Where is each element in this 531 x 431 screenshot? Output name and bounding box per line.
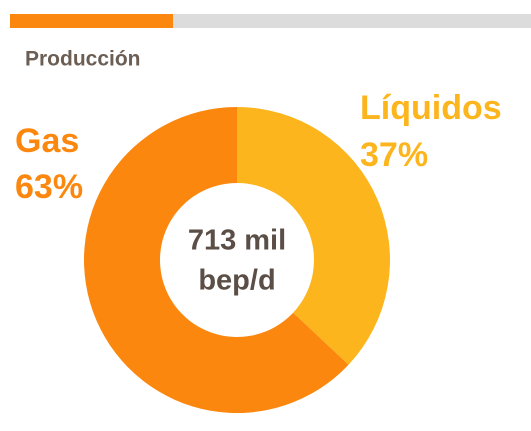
center-label: bep/d [198, 265, 275, 297]
slice-value-label: 63% [15, 168, 83, 206]
donut-slice [237, 107, 390, 365]
donut-slice [84, 107, 349, 414]
progress-fill [10, 14, 173, 28]
slice-label: Líquidos [360, 89, 502, 127]
slice-label: Gas [15, 122, 79, 160]
slice-value-label: 37% [360, 136, 428, 174]
chart-title: Producción [25, 48, 141, 71]
center-label: 713 mil [188, 225, 286, 257]
progress-track [173, 14, 531, 28]
